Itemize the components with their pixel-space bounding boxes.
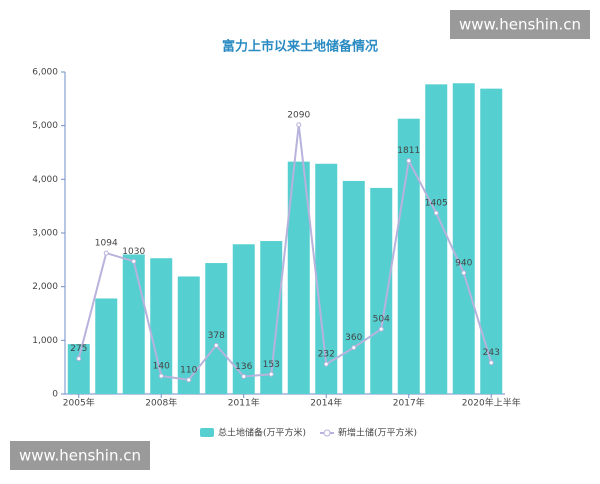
bar	[205, 263, 228, 394]
watermark: www.henshin.cn	[19, 447, 141, 465]
legend-label: 总土地储备(万平方米)	[218, 427, 306, 439]
data-label: 110	[180, 365, 197, 375]
data-label: 360	[345, 333, 362, 343]
data-label: 378	[208, 331, 225, 341]
data-label: 232	[318, 350, 335, 360]
point	[158, 373, 164, 379]
bar	[177, 276, 200, 394]
point	[461, 270, 467, 276]
point	[186, 377, 192, 383]
bar	[150, 258, 173, 394]
watermark-box	[10, 441, 150, 470]
data-label: 140	[153, 361, 170, 371]
data-label: 1030	[122, 247, 145, 257]
bar	[95, 298, 118, 394]
data-label: 275	[70, 344, 87, 354]
point	[433, 210, 439, 216]
bar	[397, 118, 420, 394]
point	[241, 373, 247, 379]
x-tick-label: 2011年	[228, 397, 260, 409]
line	[77, 124, 493, 381]
x-tick-label: 2008年	[145, 397, 177, 409]
point	[378, 326, 384, 332]
data-label: 2090	[287, 110, 310, 120]
x-tick-label: 2017年	[393, 397, 425, 409]
data-label: 153	[263, 360, 280, 370]
bar	[370, 187, 393, 394]
y-tick-label: 2,000	[32, 282, 58, 292]
point	[131, 258, 137, 264]
data-label: 243	[483, 348, 500, 358]
data-label: 940	[455, 258, 472, 268]
y-tick-label: 3,000	[32, 229, 58, 239]
watermark-box	[450, 10, 590, 39]
point	[103, 250, 109, 256]
point	[296, 122, 302, 128]
legend-swatch	[323, 429, 331, 437]
y-tick-label: 1,000	[32, 336, 58, 346]
bar	[315, 163, 338, 394]
y-tick-label: 0	[52, 390, 58, 400]
point	[268, 371, 274, 377]
data-label: 504	[373, 315, 390, 325]
point	[323, 361, 329, 367]
point	[76, 356, 82, 362]
point	[213, 342, 219, 348]
bar	[480, 88, 503, 395]
point	[406, 158, 412, 164]
x-tick-label: 2020年上半年	[462, 397, 521, 409]
legend-label: 新增土储(万平方米)	[338, 427, 417, 439]
chart-title: 富力上市以来土地储备情况	[222, 39, 378, 55]
point	[351, 345, 357, 351]
y-tick-label: 5,000	[32, 121, 58, 131]
data-label: 1811	[397, 146, 420, 156]
y-tick-label: 4,000	[32, 175, 58, 185]
point	[488, 360, 494, 366]
bar	[342, 180, 365, 394]
x-tick-label: 2014年	[310, 397, 342, 409]
bar	[287, 161, 310, 394]
bar	[67, 344, 90, 394]
data-label: 1405	[425, 199, 448, 209]
legend-swatch	[200, 428, 214, 437]
data-label: 1094	[95, 239, 118, 249]
bar	[122, 254, 145, 394]
watermark: www.henshin.cn	[459, 16, 581, 34]
bar	[260, 241, 283, 394]
bar	[425, 84, 448, 395]
x-tick-label: 2005年	[63, 397, 95, 409]
bar	[232, 244, 255, 394]
data-label: 136	[235, 362, 252, 372]
y-tick-label: 6,000	[32, 68, 58, 78]
bar	[452, 83, 475, 395]
